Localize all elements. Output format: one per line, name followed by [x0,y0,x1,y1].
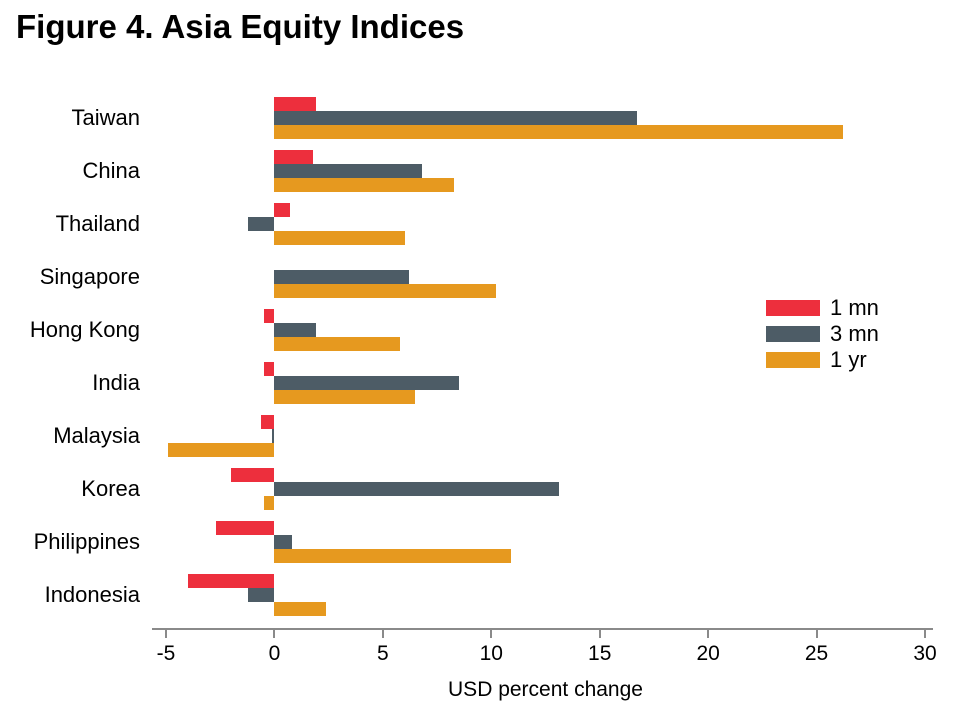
x-tick-label-5: 5 [377,642,389,665]
bar-korea-3mn [274,482,559,496]
category-label-hong-kong: Hong Kong [29,317,140,342]
legend-label-1yr: 1 yr [830,347,867,372]
x-axis-line [152,628,933,630]
bar-korea-1yr [263,496,275,510]
bar-philippines-1mn [215,521,275,535]
bar-indonesia-1mn [187,574,275,588]
category-label-india: India [92,370,140,395]
x-tick-label-25: 25 [804,642,829,665]
bar-india-1mn [263,362,275,376]
legend: 1 mn 3 mn 1 yr [766,295,879,373]
x-tick-0 [273,630,276,638]
bar-china-1mn [274,150,314,164]
x-tick-label-0: 0 [268,642,281,665]
bar-india-3mn [274,376,459,390]
bar-taiwan-1mn [274,97,316,111]
category-label-singapore: Singapore [39,264,140,289]
category-label-philippines: Philippines [33,529,140,554]
x-tick-10 [490,630,493,638]
bar-china-1yr [274,178,455,192]
x-tick-5 [381,630,384,638]
bar-hong-kong-1mn [263,309,275,323]
category-label-thailand: Thailand [55,211,140,236]
x-tick-label--5: -5 [156,642,176,665]
bar-hong-kong-1yr [274,337,401,351]
figure-title: Figure 4. Asia Equity Indices [16,8,465,45]
bar-thailand-3mn [248,217,275,231]
x-tick-label-30: 30 [913,642,937,665]
bar-malaysia-1mn [261,415,275,429]
category-label-indonesia: Indonesia [44,582,140,607]
legend-swatch-1yr-icon [766,352,820,368]
x-tick-30 [924,630,926,638]
bar-indonesia-3mn [248,588,275,602]
legend-swatch-3mn-icon [766,326,820,342]
bar-philippines-1yr [274,549,511,563]
legend-label-3mn: 3 mn [830,321,879,346]
bar-singapore-1yr [274,284,496,298]
x-tick-20 [707,630,710,638]
x-tick-label-10: 10 [479,642,503,665]
legend-item-1mn: 1 mn [766,295,879,321]
x-tick--5 [165,630,167,638]
bar-taiwan-3mn [274,111,637,125]
bar-indonesia-1yr [274,602,327,616]
bar-korea-1mn [231,468,275,482]
bar-hong-kong-3mn [274,323,316,337]
category-label-china: China [82,158,140,183]
x-axis-title: USD percent change [448,678,643,701]
bar-philippines-3mn [274,535,292,549]
legend-label-1mn: 1 mn [830,295,879,320]
x-tick-15 [598,630,601,638]
category-label-korea: Korea [81,476,140,501]
bar-singapore-3mn [274,270,409,284]
bar-taiwan-1yr [274,125,843,139]
bar-china-3mn [274,164,422,178]
legend-swatch-1mn-icon [766,300,820,316]
bar-malaysia-3mn [272,429,275,443]
legend-item-3mn: 3 mn [766,321,879,347]
x-tick-25 [815,630,818,638]
bar-thailand-1yr [274,231,405,245]
x-tick-label-20: 20 [696,642,720,665]
category-label-malaysia: Malaysia [53,423,140,448]
category-label-taiwan: Taiwan [71,105,140,130]
x-tick-label-15: 15 [588,642,612,665]
bar-india-1yr [274,390,416,404]
bar-thailand-1mn [274,203,290,217]
bar-malaysia-1yr [168,443,275,457]
legend-item-1yr: 1 yr [766,347,879,373]
